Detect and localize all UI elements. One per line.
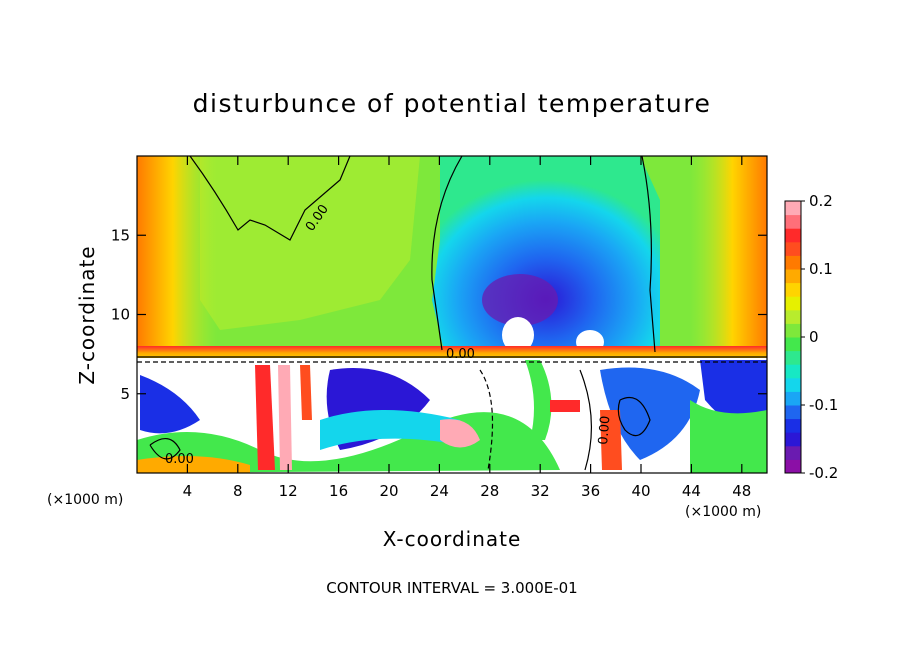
contour-label: 0.00 <box>596 415 613 445</box>
x-tick-label: 28 <box>480 482 499 500</box>
heatmap-field <box>137 156 767 473</box>
x-tick-label: 40 <box>631 482 650 500</box>
lower-red-a <box>255 365 275 470</box>
upper-green-light <box>200 156 420 330</box>
contour-label: 0.00 <box>165 452 194 467</box>
lower-pink-a <box>278 365 292 470</box>
colorbar-segment <box>785 364 801 379</box>
contour-zero-plume-right <box>641 156 656 353</box>
lower-pink-b <box>440 419 480 448</box>
lower-cyan-b <box>320 410 460 450</box>
colorbar-label: 0.2 <box>809 192 833 210</box>
lower-blue-a <box>140 375 200 434</box>
negative-anomaly <box>432 156 660 355</box>
colorbar-segment <box>785 432 801 447</box>
colorbar-label: -0.2 <box>809 464 838 482</box>
y-tick-label: 10 <box>111 306 130 324</box>
lower-orange-a <box>137 456 250 473</box>
colorbar-label: 0.1 <box>809 260 833 278</box>
x-tick-label: 4 <box>183 482 193 500</box>
lower-contour-b <box>617 396 651 437</box>
y-tick-label: 5 <box>120 385 130 403</box>
x-tick-label: 32 <box>531 482 550 500</box>
negative-core <box>482 274 558 326</box>
x-axis-title: X-coordinate <box>383 527 522 551</box>
x-tick-label: 12 <box>279 482 298 500</box>
colorbar <box>784 200 802 474</box>
lower-red-d <box>600 410 622 470</box>
colorbar-segment <box>785 337 801 352</box>
lower-green-c <box>690 400 767 473</box>
colorbar-label: 0 <box>809 328 819 346</box>
x-unit-label-right: (×1000 m) <box>685 504 761 520</box>
left-warm-edge <box>137 156 217 356</box>
colorbar-segment <box>785 201 801 216</box>
colorbar-segment <box>785 228 801 243</box>
x-unit-label-left: (×1000 m) <box>47 492 123 508</box>
y-tick-label: 15 <box>111 226 130 244</box>
colorbar-segment <box>785 391 801 406</box>
x-tick-label: 20 <box>379 482 398 500</box>
contour-interval-note: CONTOUR INTERVAL = 3.000E-01 <box>326 579 577 597</box>
lower-contour-a <box>149 438 181 460</box>
colorbar-segment <box>785 282 801 297</box>
colorbar-segment <box>785 296 801 311</box>
x-tick-label: 44 <box>682 482 701 500</box>
colorbar-segment <box>785 255 801 270</box>
contour-lines <box>137 156 767 471</box>
right-warm-edge <box>690 156 767 356</box>
lower-green-b <box>525 360 552 440</box>
colorbar-segment <box>785 241 801 256</box>
lower-contour-c <box>479 369 494 471</box>
colorbar-segment <box>785 377 801 392</box>
lower-blue-c <box>600 367 700 460</box>
x-axis-ticks: 4 8 12 16 20 24 28 32 36 40 44 48 <box>183 156 751 500</box>
contour-label: 0.00 <box>446 347 475 362</box>
lower-red-c <box>550 400 580 412</box>
colorbar-segment <box>785 459 801 474</box>
chart-title: disturbunce of potential temperature <box>193 89 712 118</box>
colorbar-segment <box>785 269 801 284</box>
y-axis-ticks: 5 10 15 <box>111 226 767 403</box>
colorbar-labels: 0.2 0.1 0 -0.1 -0.2 <box>801 192 838 482</box>
colorbar-segment <box>785 445 801 460</box>
y-axis-title: Z-coordinate <box>75 245 99 384</box>
contour-zero-upper <box>189 156 351 241</box>
x-tick-label: 16 <box>329 482 348 500</box>
colorbar-segment <box>785 405 801 420</box>
x-tick-label: 48 <box>732 482 751 500</box>
lower-contour-d <box>579 369 593 471</box>
colorbar-segment <box>785 350 801 365</box>
colorbar-segment <box>785 323 801 338</box>
x-tick-label: 36 <box>581 482 600 500</box>
colorbar-segment <box>785 418 801 433</box>
white-patch-a <box>502 317 534 353</box>
colorbar-segment <box>785 214 801 229</box>
x-tick-label: 24 <box>430 482 449 500</box>
lower-red-b <box>300 365 312 420</box>
colorbar-label: -0.1 <box>809 396 838 414</box>
x-tick-label: 8 <box>233 482 243 500</box>
contour-zero-plume-left <box>431 156 463 351</box>
colorbar-segment <box>785 309 801 324</box>
